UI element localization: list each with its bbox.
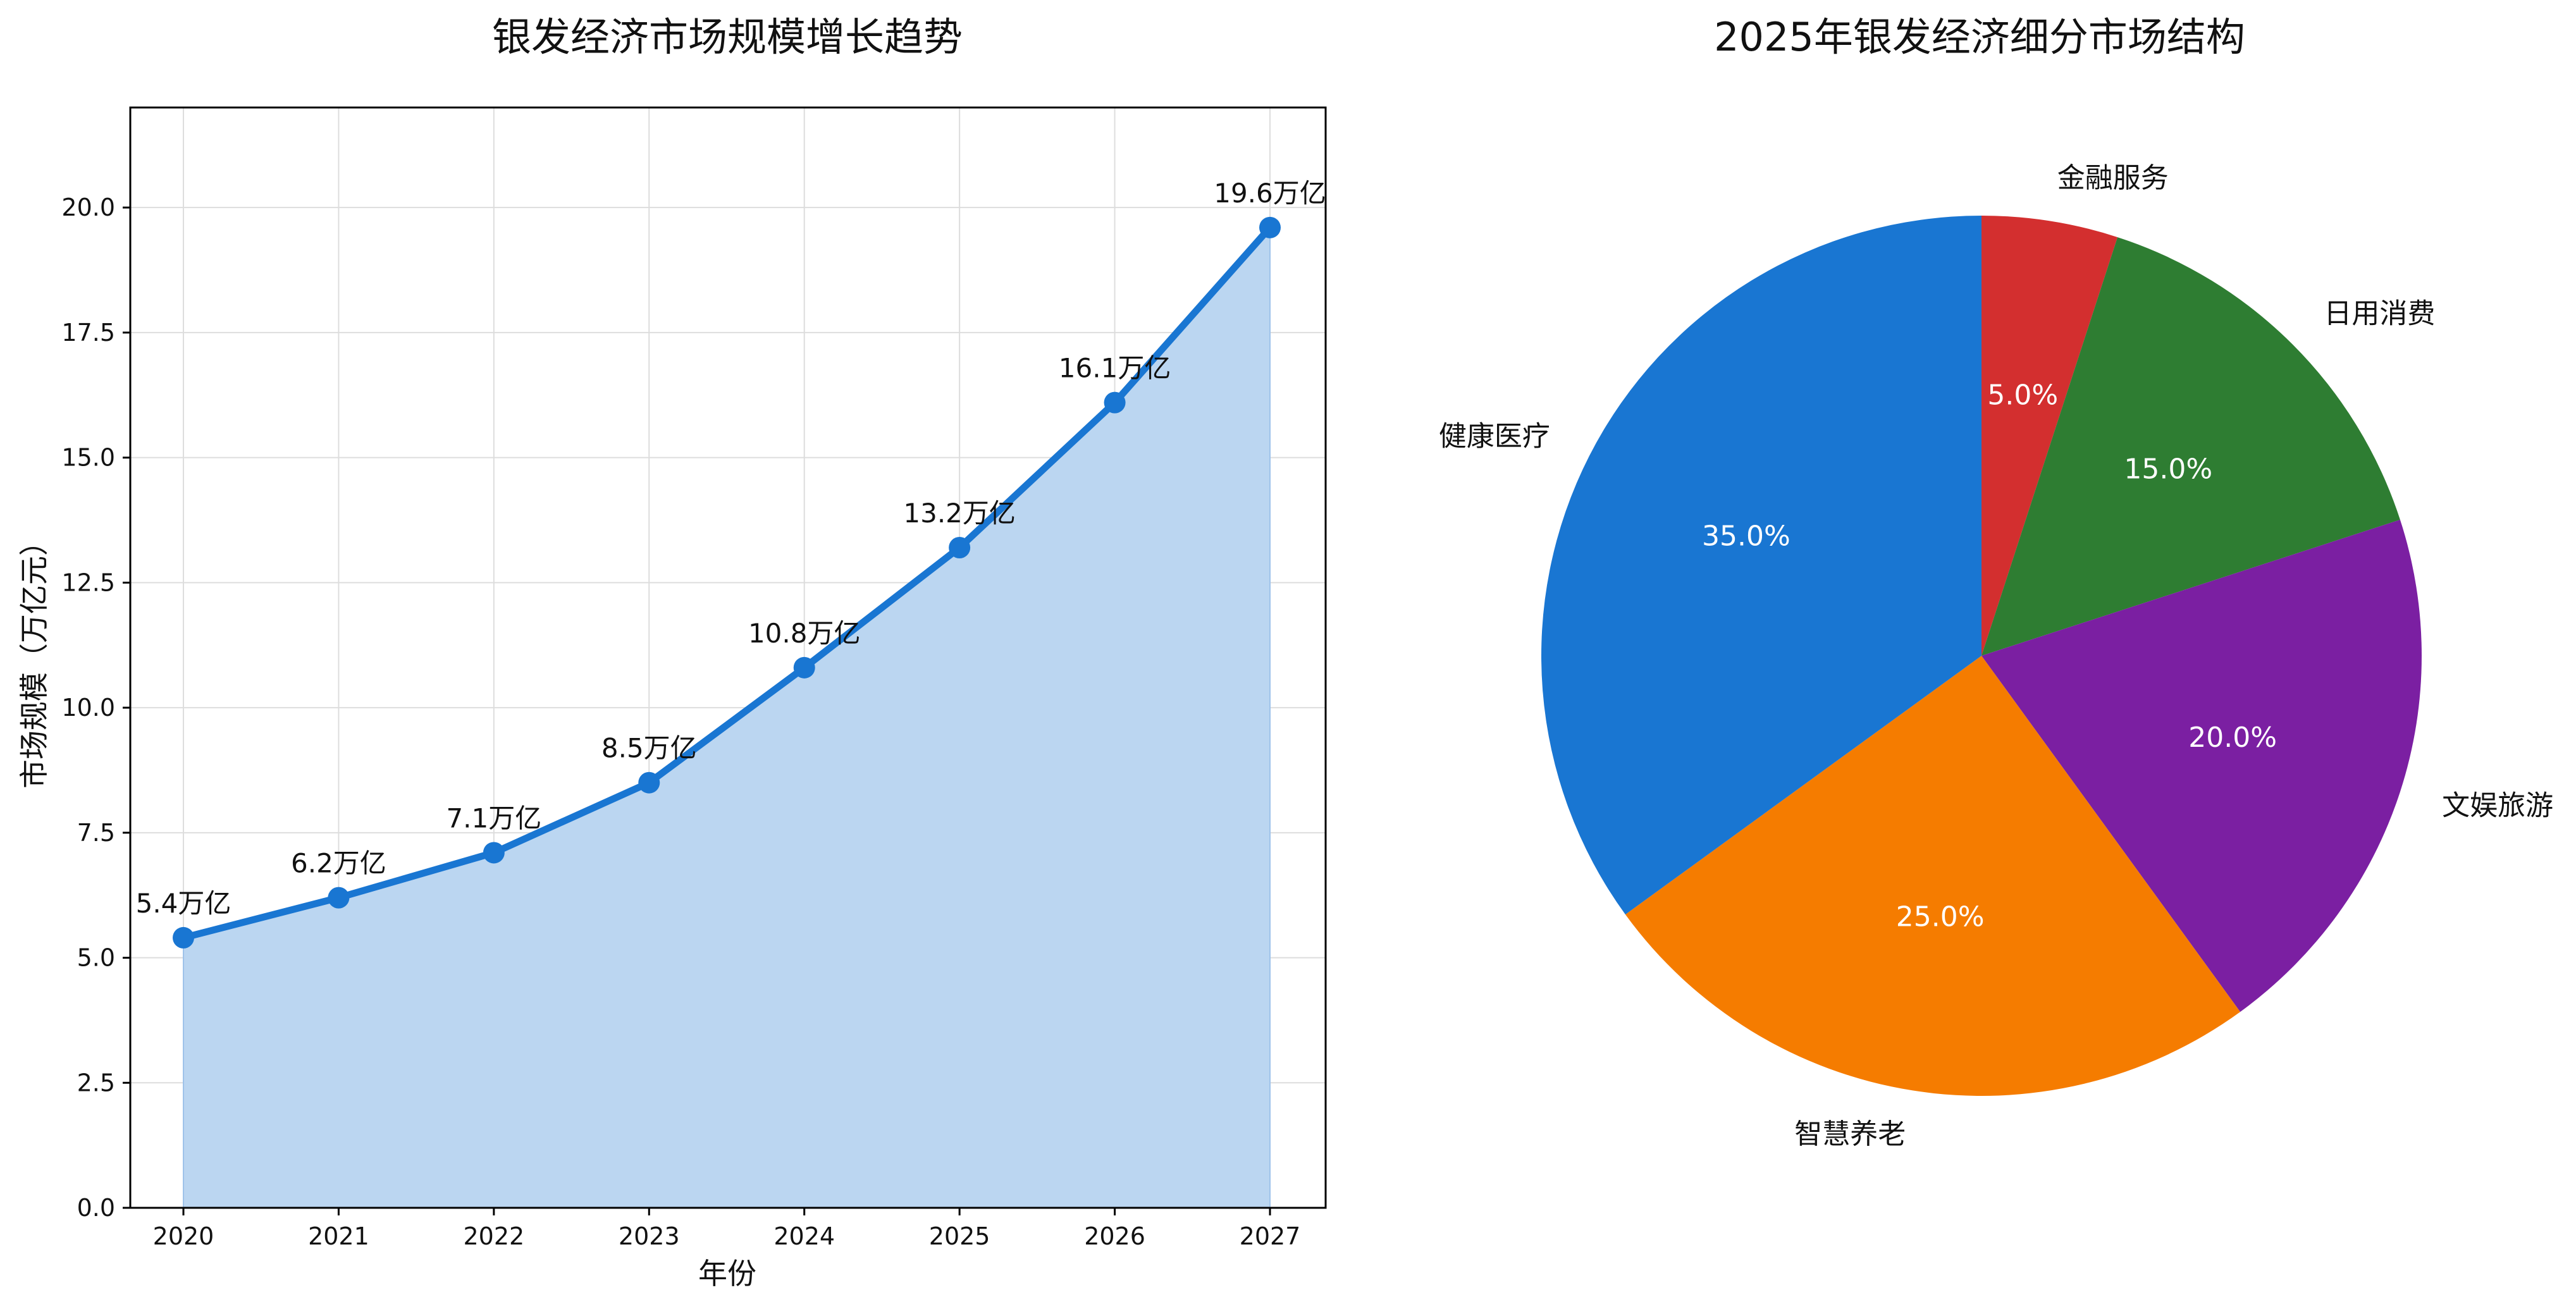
pie-slice-label: 日用消费 — [2324, 298, 2435, 330]
series-line — [180, 224, 1274, 942]
line-points-layer — [173, 216, 1281, 949]
line-chart: 银发经济市场规模增长趋势 5.4万亿 6.2万亿 7.1万亿 8.5万亿 10.8万亿 1… — [17, 14, 1327, 1291]
pie-slice — [1625, 656, 2241, 1096]
y-tick-label: 12.5 — [61, 568, 115, 596]
pie-slice-percent: 5.0% — [1987, 379, 2058, 412]
x-tick-label: 2020 — [153, 1222, 214, 1250]
x-tick-label: 2023 — [619, 1222, 680, 1250]
data-label: 7.1万亿 — [446, 802, 541, 833]
y-tick-label: 0.0 — [77, 1194, 115, 1222]
data-label: 5.4万亿 — [136, 888, 231, 919]
x-tick-label: 2025 — [929, 1222, 990, 1250]
pie-slice — [1981, 216, 2118, 656]
pie-slice-percent: 35.0% — [1702, 520, 1790, 552]
data-point — [483, 842, 505, 864]
y-tick-labels: 0.0 2.5 5.0 7.5 10.0 12.5 15.0 17.5 20.0 — [61, 194, 130, 1222]
line-chart-title: 银发经济市场规模增长趋势 — [492, 14, 963, 60]
data-label: 6.2万亿 — [291, 848, 386, 879]
data-point — [1259, 216, 1281, 238]
data-label: 16.1万亿 — [1059, 353, 1171, 384]
pie-slice-label: 健康医疗 — [1439, 420, 1550, 452]
pie-slice-percent: 25.0% — [1896, 900, 1985, 933]
y-tick-label: 20.0 — [61, 194, 115, 221]
y-tick-label: 17.5 — [61, 319, 115, 347]
data-label: 10.8万亿 — [748, 618, 861, 649]
pie-slice-label: 文娱旅游 — [2442, 790, 2553, 822]
data-point — [1104, 391, 1126, 414]
pie-slice-percent: 20.0% — [2188, 722, 2277, 754]
x-tick-label: 2026 — [1084, 1222, 1145, 1250]
data-point — [328, 887, 350, 909]
data-point — [793, 656, 815, 679]
pie-slice-label: 金融服务 — [2057, 162, 2169, 194]
x-tick-label: 2022 — [463, 1222, 524, 1250]
data-point — [173, 926, 194, 949]
pie-slice-label: 智慧养老 — [1794, 1118, 1906, 1150]
line-data-labels: 5.4万亿 6.2万亿 7.1万亿 8.5万亿 10.8万亿 13.2万亿 16.1万亿 19… — [136, 178, 1326, 919]
data-label: 8.5万亿 — [601, 733, 697, 764]
pie-slice — [1981, 237, 2400, 656]
y-tick-label: 7.5 — [77, 819, 115, 847]
x-tick-label: 2021 — [308, 1222, 369, 1250]
data-label: 13.2万亿 — [903, 498, 1016, 529]
x-tick-labels: 2020 2021 2022 2023 2024 2025 2026 2027 — [153, 1208, 1301, 1250]
pie-slice — [1981, 519, 2422, 1012]
pie-chart-title: 2025年银发经济细分市场结构 — [1714, 14, 2245, 60]
line-series-layer — [180, 224, 1274, 942]
data-point — [638, 771, 660, 794]
pie-chart: 2025年银发经济细分市场结构 金融服务 5.0% 日用消费 15.0% 文娱旅游 20.… — [1439, 14, 2553, 1150]
y-tick-label: 10.0 — [61, 694, 115, 722]
x-axis-label: 年份 — [698, 1257, 756, 1291]
x-tick-label: 2027 — [1240, 1222, 1301, 1250]
x-tick-label: 2024 — [773, 1222, 835, 1250]
y-tick-label: 15.0 — [61, 444, 115, 472]
pie-slice — [1541, 216, 1981, 915]
plot-frame — [129, 106, 1327, 1209]
pie-slices-layer — [1541, 216, 2422, 1096]
y-axis-label: 市场规模（万亿元） — [17, 527, 51, 789]
pie-labels-layer: 金融服务 5.0% 日用消费 15.0% 文娱旅游 20.0% 智慧养老 25.0% 健康医疗 3… — [1439, 162, 2553, 1150]
data-label: 19.6万亿 — [1214, 178, 1326, 209]
y-tick-label: 5.0 — [77, 944, 115, 972]
data-point — [949, 537, 971, 558]
y-tick-label: 2.5 — [77, 1069, 115, 1097]
pie-slice-percent: 15.0% — [2124, 453, 2212, 486]
